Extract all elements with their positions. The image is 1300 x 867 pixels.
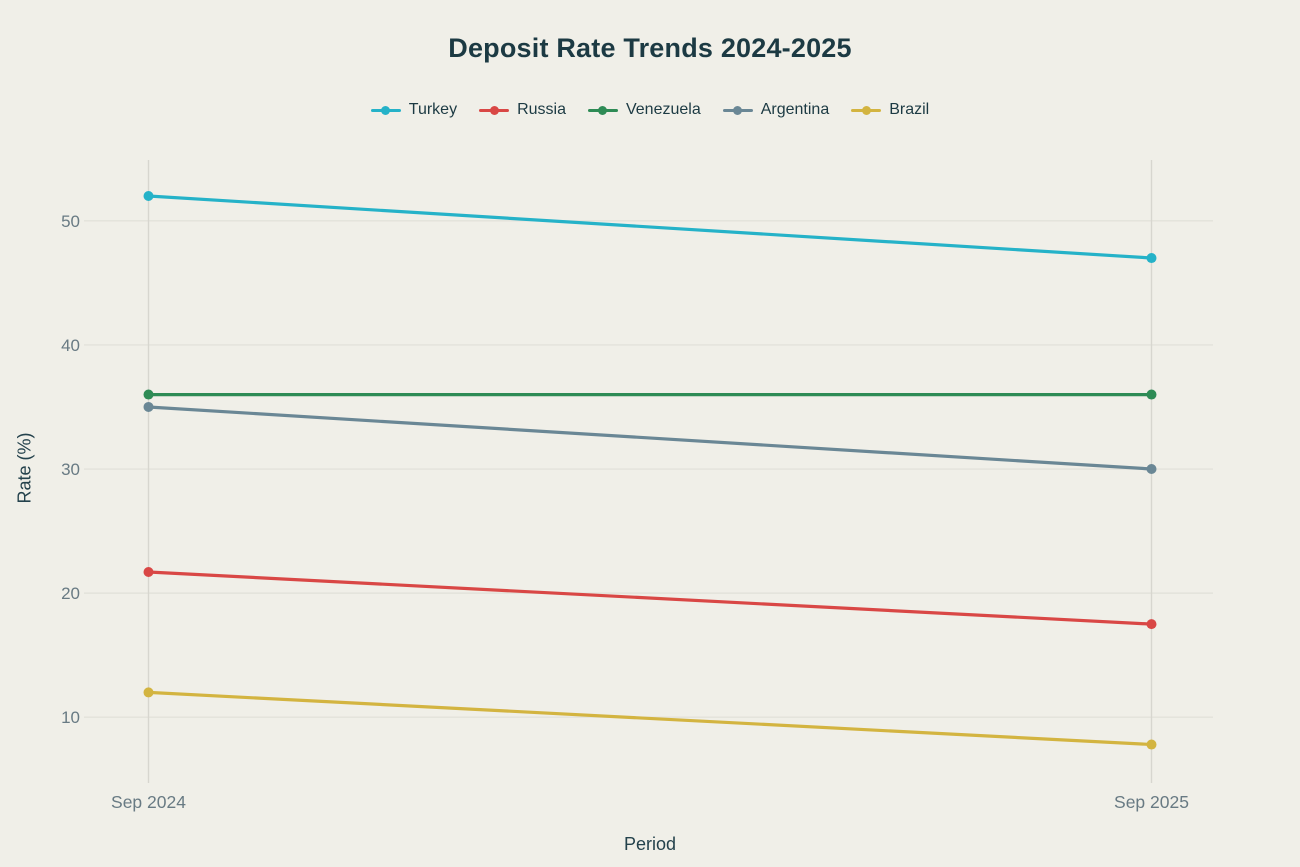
y-tick-label-30: 30 (61, 460, 80, 479)
x-axis-title: Period (623, 834, 677, 854)
legend-label-venezuela: Venezuela (625, 101, 701, 118)
legend-marker-brazil-icon (851, 105, 882, 116)
legend-item-turkey[interactable]: Turkey (370, 101, 458, 119)
legend-item-brazil[interactable]: Brazil (851, 101, 929, 119)
series-point-argentina-0[interactable] (143, 401, 154, 412)
series-line-brazil (146, 690, 1154, 747)
legend-label-russia: Russia (517, 101, 566, 118)
legend-dot-turkey (381, 105, 391, 115)
legend-marker-venezuela-icon (587, 105, 618, 116)
y-axis-title: Rate (%) (14, 432, 35, 504)
y-tick-label-20: 20 (61, 584, 80, 603)
legend-label-turkey: Turkey (408, 101, 458, 118)
series-point-brazil-1[interactable] (1146, 739, 1157, 750)
series-point-russia-1[interactable] (1146, 619, 1157, 630)
series-line-russia (146, 570, 1154, 626)
legend-item-venezuela[interactable]: Venezuela (587, 101, 701, 119)
y-tick-label-50: 50 (61, 212, 80, 231)
legend-label-argentina: Argentina (760, 101, 830, 118)
legend-label-brazil: Brazil (889, 101, 930, 118)
legend-dot-venezuela (598, 105, 608, 115)
legend-marker-russia-icon (479, 105, 510, 116)
series-point-turkey-1[interactable] (1146, 253, 1157, 264)
chart-title: Deposit Rate Trends 2024-2025 (448, 33, 852, 63)
series-point-russia-0[interactable] (143, 567, 154, 578)
legend-item-argentina[interactable]: Argentina (722, 101, 830, 119)
series-point-venezuela-0[interactable] (143, 389, 154, 400)
legend-dot-brazil (861, 105, 871, 115)
series-line-turkey (146, 194, 1154, 260)
series-line-argentina (146, 405, 1154, 471)
series-point-venezuela-1[interactable] (1146, 389, 1157, 400)
x-tick-label-sep-2025: Sep 2025 (1114, 792, 1189, 812)
y-tick-label-40: 40 (61, 336, 80, 355)
legend-marker-turkey-icon (370, 105, 401, 116)
legend-item-russia[interactable]: Russia (479, 101, 566, 119)
legend-marker-argentina-icon (722, 105, 753, 116)
x-tick-label-sep-2024: Sep 2024 (111, 792, 186, 812)
chart-legend: Turkey Russia Venezuela Argentina Brazil (0, 101, 1300, 119)
series-point-turkey-0[interactable] (143, 190, 154, 201)
series-point-argentina-1[interactable] (1146, 464, 1157, 475)
legend-dot-argentina (733, 105, 743, 115)
legend-dot-russia (489, 105, 499, 115)
series-point-brazil-0[interactable] (143, 687, 154, 698)
y-tick-label-10: 10 (61, 708, 80, 727)
